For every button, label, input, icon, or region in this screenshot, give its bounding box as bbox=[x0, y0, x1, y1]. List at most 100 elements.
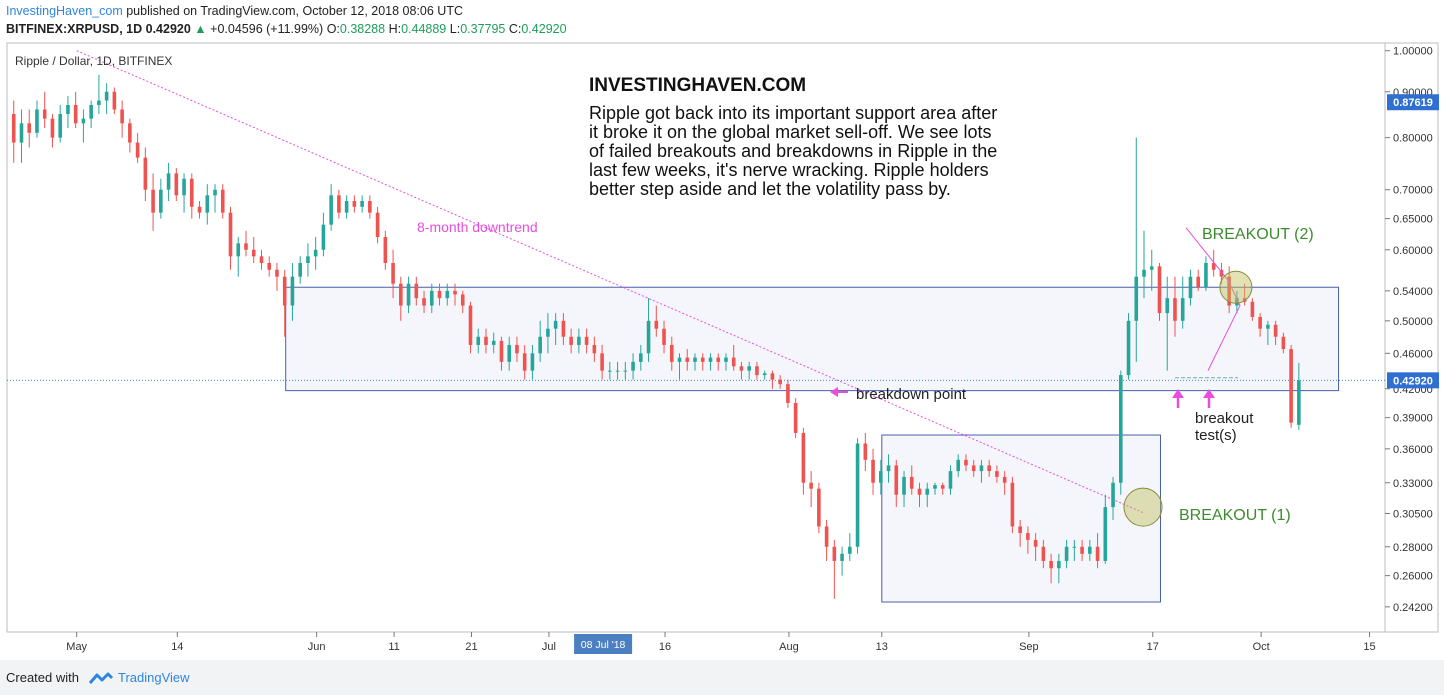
x-tick-label: May bbox=[66, 641, 87, 653]
candle-up bbox=[507, 344, 512, 362]
candle-down bbox=[368, 201, 372, 213]
breakout-test-arrow-icon bbox=[1172, 389, 1184, 408]
breakdown-arrow-icon bbox=[830, 387, 848, 397]
candle-down bbox=[716, 357, 721, 362]
candle-down bbox=[817, 488, 821, 527]
open-label: O: bbox=[326, 22, 340, 36]
candle-down bbox=[1273, 324, 1278, 337]
candle-up bbox=[491, 340, 496, 345]
publish-info: published on TradingView.com, October 12… bbox=[122, 4, 463, 18]
candle-down bbox=[267, 262, 272, 270]
candle-up bbox=[329, 195, 333, 225]
candle-up bbox=[104, 91, 109, 101]
price-axis bbox=[1384, 42, 1439, 633]
candle-up bbox=[360, 201, 364, 207]
publish-line: InvestingHaven_com published on TradingV… bbox=[6, 2, 567, 20]
candle-down bbox=[1041, 546, 1046, 561]
candle-up bbox=[182, 178, 186, 196]
candle-down bbox=[259, 256, 264, 263]
candle-up bbox=[623, 370, 628, 372]
low-value: 0.37795 bbox=[460, 22, 506, 36]
candle-down bbox=[964, 459, 968, 466]
annotation-label: BREAKOUT (2) bbox=[1202, 226, 1314, 243]
candle-up bbox=[1126, 320, 1131, 376]
candle-up bbox=[35, 109, 39, 133]
candle-down bbox=[809, 482, 813, 489]
tradingview-logo-icon bbox=[88, 672, 114, 684]
symbol-label: BITFINEX:XRPUSD, 1D bbox=[6, 22, 143, 36]
y-tick-label: 0.54000 bbox=[1393, 286, 1433, 298]
x-tick-label: Jun bbox=[308, 641, 326, 653]
candle-up bbox=[979, 465, 984, 472]
candle-up bbox=[476, 336, 481, 345]
candle-down bbox=[1080, 546, 1084, 554]
candle-down bbox=[654, 320, 659, 329]
candle-up bbox=[1111, 482, 1115, 508]
candle-down bbox=[739, 366, 744, 371]
candle-down bbox=[460, 294, 465, 306]
candle-up bbox=[1142, 269, 1146, 277]
candle-down bbox=[27, 123, 32, 133]
candle-down bbox=[793, 402, 798, 433]
candle-up bbox=[58, 114, 62, 138]
y-axis-ticks: 0.24200 0.26000 0.28000 0.30500 0.33000 0.360… bbox=[1385, 46, 1433, 614]
y-tick-label: 0.26000 bbox=[1393, 571, 1433, 583]
candle-down bbox=[189, 178, 194, 207]
y-tick-label: 0.50000 bbox=[1393, 316, 1433, 328]
candle-down bbox=[1010, 482, 1015, 527]
open-value: 0.38288 bbox=[339, 22, 386, 36]
candle-up bbox=[538, 336, 542, 354]
y-tick-label: 0.24200 bbox=[1393, 602, 1433, 614]
candle-down bbox=[592, 344, 597, 354]
candle-down bbox=[584, 336, 589, 345]
candle-up bbox=[344, 201, 349, 213]
candle-down bbox=[1002, 476, 1007, 483]
candle-down bbox=[987, 465, 991, 472]
up-arrow-icon: ▲ bbox=[194, 22, 207, 36]
tradingview-link[interactable]: TradingView bbox=[118, 670, 190, 685]
y-tick-label: 0.30500 bbox=[1393, 508, 1433, 520]
candle-up bbox=[902, 476, 906, 495]
candle-up bbox=[646, 320, 651, 354]
candle-up bbox=[933, 485, 937, 489]
y-tick-label: 0.70000 bbox=[1393, 185, 1433, 197]
annotation-label: breakout bbox=[1195, 410, 1254, 427]
candle-up bbox=[1149, 266, 1154, 270]
candle-up bbox=[840, 553, 844, 561]
y-tick-label: 0.36000 bbox=[1393, 444, 1433, 456]
candle-up bbox=[762, 373, 767, 376]
breakout-circle bbox=[1219, 270, 1253, 304]
y-tick-label: 0.60000 bbox=[1393, 245, 1433, 257]
candle-up bbox=[159, 189, 163, 213]
candle-up bbox=[236, 243, 241, 257]
y-tick-label: 0.39000 bbox=[1393, 413, 1433, 425]
commentary-line: it broke it on the global market sell-of… bbox=[589, 122, 992, 142]
chart-title: Ripple / Dollar, 1D, BITFINEX bbox=[15, 54, 172, 68]
candle-up bbox=[693, 357, 697, 362]
candle-up bbox=[406, 283, 411, 306]
candle-up bbox=[1204, 262, 1208, 288]
candle-down bbox=[863, 443, 868, 460]
candle-up bbox=[166, 173, 171, 190]
candle-down bbox=[275, 269, 279, 277]
candle-up bbox=[89, 104, 93, 119]
breakout-2-triangle bbox=[1185, 227, 1241, 371]
chart-canvas[interactable]: 0.24200 0.26000 0.28000 0.30500 0.33000 0.360… bbox=[0, 0, 1444, 660]
plot-area bbox=[6, 42, 1386, 633]
candle-up bbox=[956, 459, 961, 472]
x-tick-label: Sep bbox=[1019, 641, 1039, 653]
y-tick-label: 1.00000 bbox=[1393, 46, 1433, 58]
breakout-test-arrow-icon bbox=[1203, 389, 1215, 408]
candle-up bbox=[213, 189, 217, 196]
candle-down bbox=[600, 353, 604, 371]
author-link[interactable]: InvestingHaven_com bbox=[6, 4, 123, 18]
candle-up bbox=[577, 336, 581, 345]
candle-up bbox=[948, 471, 953, 489]
candle-down bbox=[228, 212, 233, 257]
candle-up bbox=[553, 320, 558, 329]
x-tick-label: 13 bbox=[876, 641, 888, 653]
candle-up bbox=[1064, 546, 1069, 561]
candle-down bbox=[909, 476, 914, 489]
candle-up bbox=[530, 353, 535, 371]
commentary-line: of failed breakouts and breakdowns in Ri… bbox=[589, 141, 997, 161]
